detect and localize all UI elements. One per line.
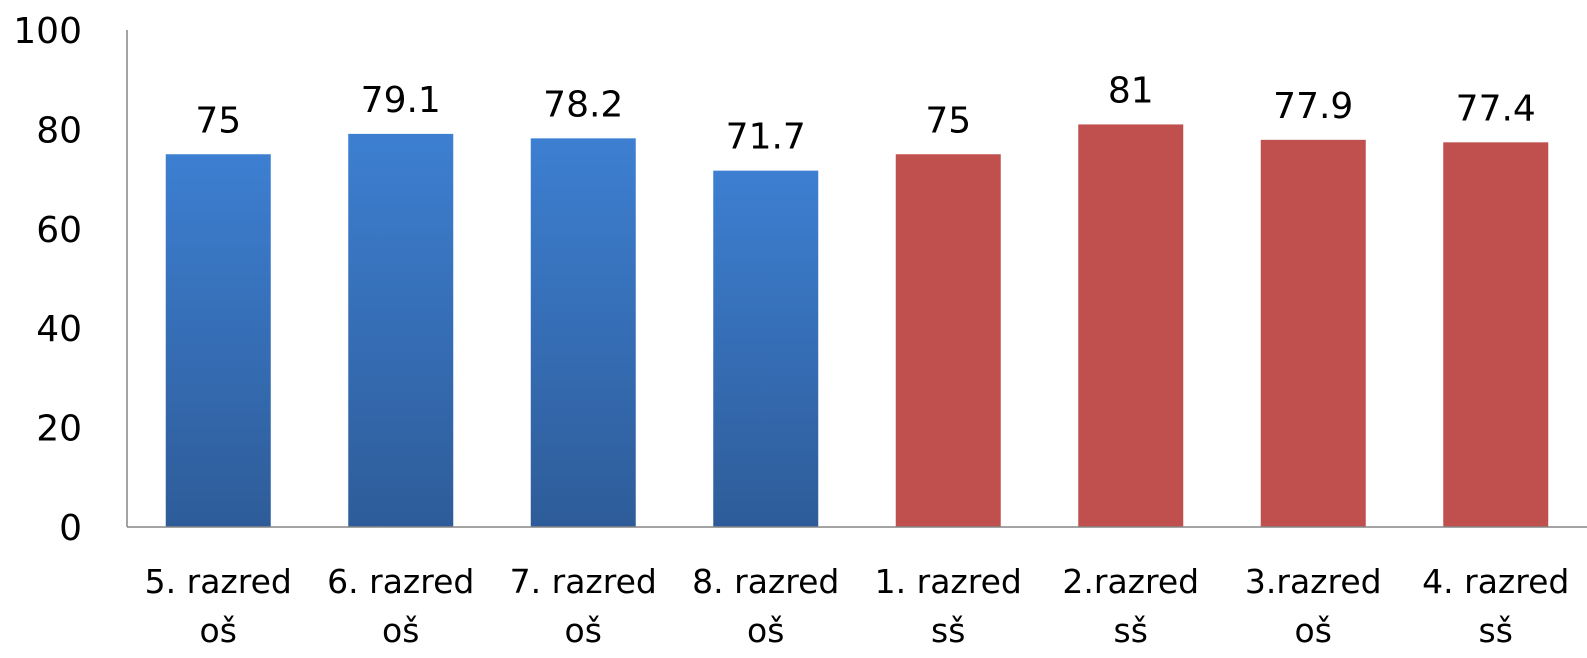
bar [895, 154, 1001, 527]
category-label: 1. razred sš [875, 562, 1022, 650]
bar [713, 170, 819, 527]
data-label: 71.7 [726, 117, 806, 158]
bar [1260, 139, 1366, 527]
bar-series [165, 124, 1549, 528]
y-axis-ticks: 0 20 40 60 80 100 [13, 11, 82, 549]
category-label: 2.razred sš [1062, 562, 1199, 650]
bar [1078, 124, 1184, 528]
y-tick-label: 40 [36, 309, 82, 350]
x-axis-labels: 5. razred oš 6. razred oš 7. razred oš 8. razr… [145, 562, 1570, 650]
data-label: 81 [1108, 70, 1154, 111]
category-label: 4. razred sš [1422, 562, 1569, 650]
bar [165, 154, 271, 527]
data-label: 75 [195, 100, 241, 141]
category-label: 8. razred oš [692, 562, 839, 650]
y-tick-label: 0 [59, 508, 82, 549]
bar [530, 138, 636, 527]
bar [348, 133, 454, 528]
data-label: 79.1 [361, 80, 441, 121]
category-label: 7. razred oš [510, 562, 657, 650]
data-label: 78.2 [543, 84, 623, 125]
y-tick-label: 20 [36, 409, 82, 450]
category-label: 3.razred oš [1245, 562, 1382, 650]
y-tick-label: 100 [13, 11, 82, 52]
data-label: 75 [925, 100, 971, 141]
bar [1443, 142, 1549, 527]
category-label: 5. razred oš [145, 562, 292, 650]
y-tick-label: 80 [36, 110, 82, 151]
y-tick-label: 60 [36, 210, 82, 251]
data-label: 77.9 [1273, 86, 1353, 127]
data-label: 77.4 [1456, 88, 1536, 129]
data-labels: 75 79.1 78.2 71.7 75 81 77.9 77.4 [195, 70, 1535, 157]
category-label: 6. razred oš [327, 562, 474, 650]
